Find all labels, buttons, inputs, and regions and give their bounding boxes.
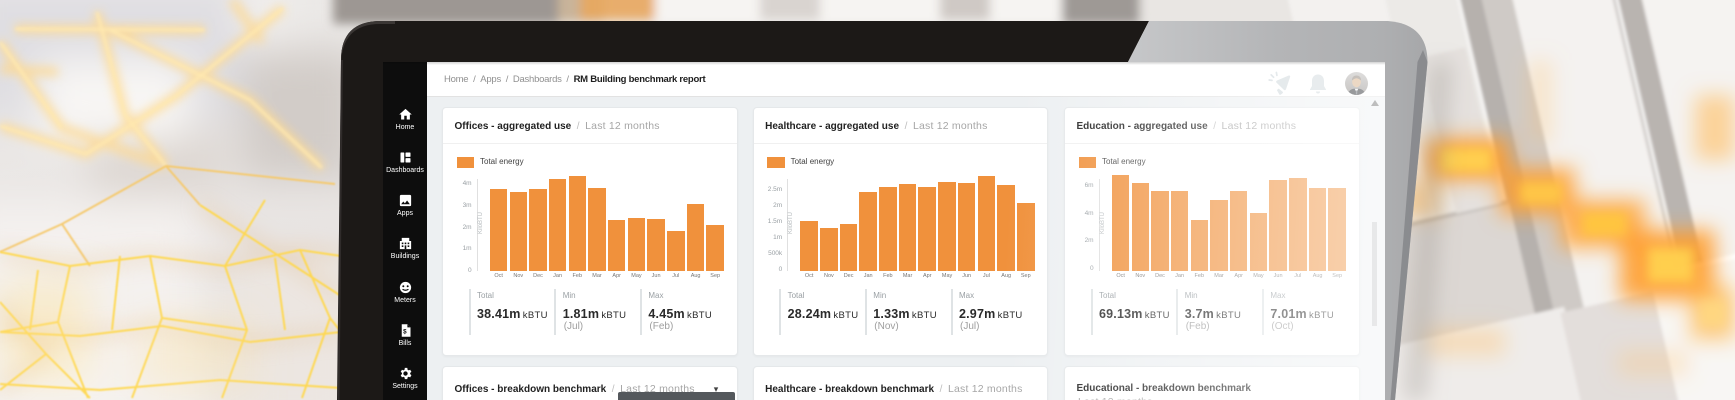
svg-text:$: $ — [403, 329, 407, 336]
